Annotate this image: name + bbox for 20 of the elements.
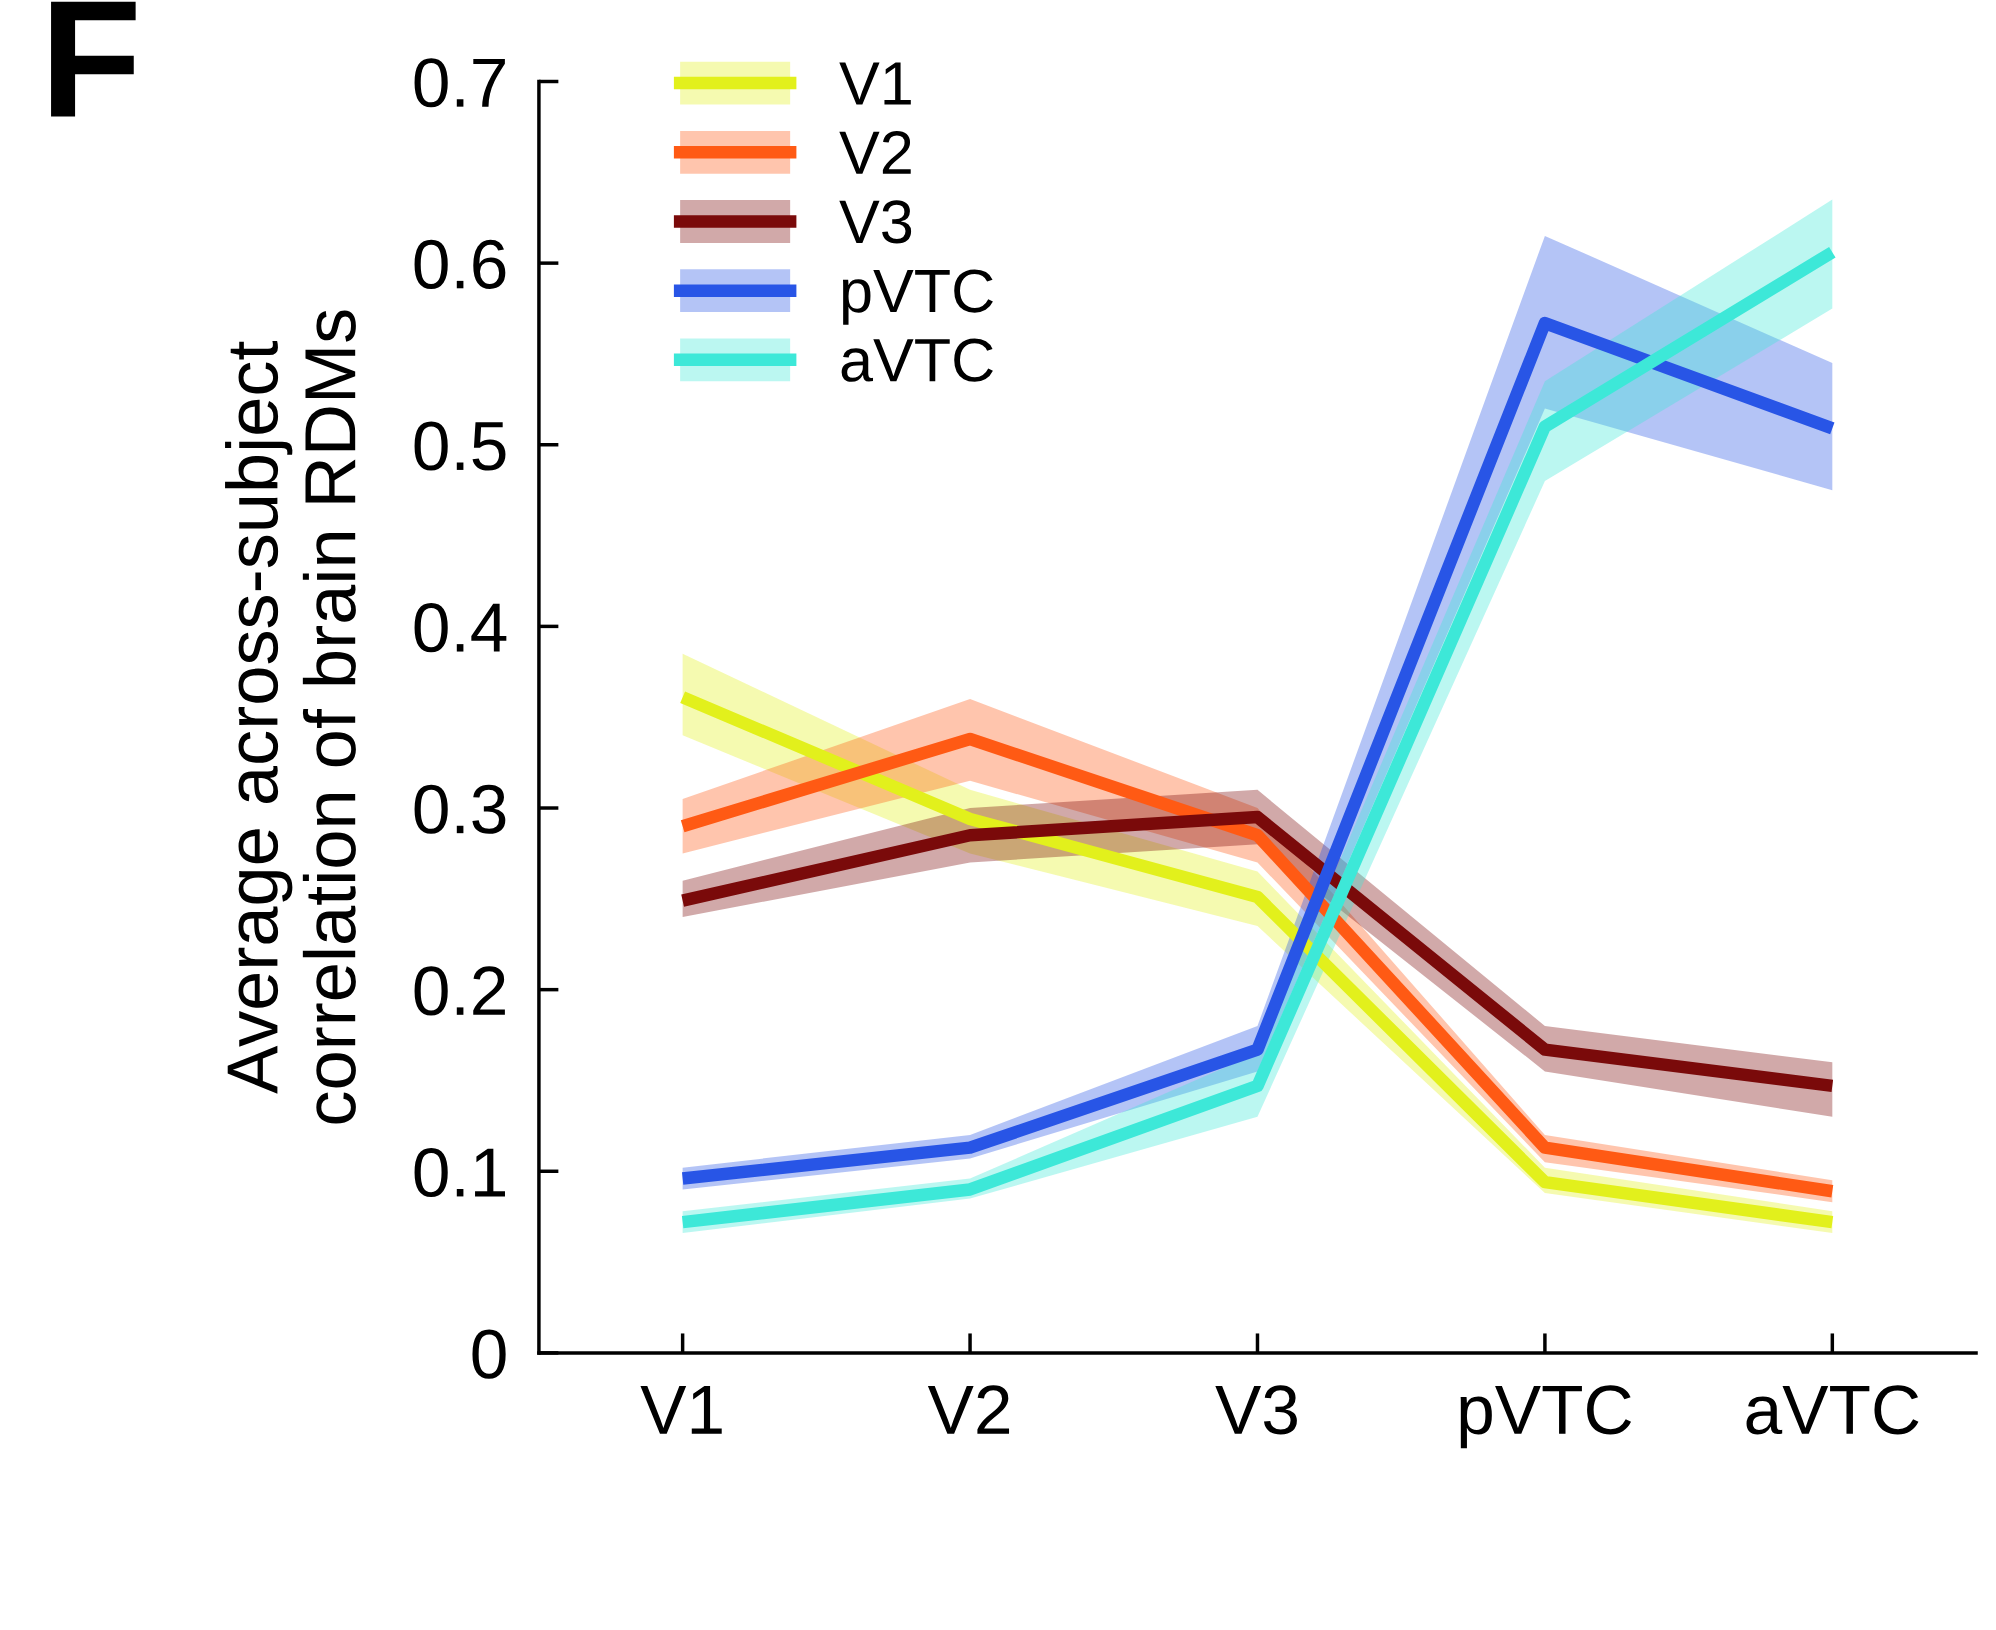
y-axis-title: Average across-subject correlation of brain RDMs xyxy=(225,310,356,1124)
y-tick-label: 0.5 xyxy=(414,421,506,471)
x-tick-label: V2 xyxy=(927,1385,1010,1434)
y-tick-label: 0.2 xyxy=(414,966,505,1016)
x-tick-label: V1 xyxy=(640,1386,722,1434)
x-tick-label: aVTC xyxy=(1746,1385,1919,1435)
y-tick-label: 0 xyxy=(472,1329,506,1379)
y-tick-label: 0.6 xyxy=(414,239,506,289)
x-tick-label: V3 xyxy=(1215,1385,1297,1435)
legend-label: pVTC xyxy=(842,269,993,325)
y-tick-label: 0.1 xyxy=(414,1147,505,1198)
legend-label: V2 xyxy=(839,131,911,174)
y-tick-label: 0.7 xyxy=(414,58,505,108)
text: F xyxy=(51,1,136,117)
y-tick-label: 0.3 xyxy=(414,784,506,834)
legend-label: V1 xyxy=(839,62,911,105)
x-tick-label: pVTC xyxy=(1460,1385,1632,1449)
legend-label: V3 xyxy=(839,200,912,244)
legend-label: aVTC xyxy=(841,338,993,382)
y-tick-label: 0.4 xyxy=(414,603,507,653)
